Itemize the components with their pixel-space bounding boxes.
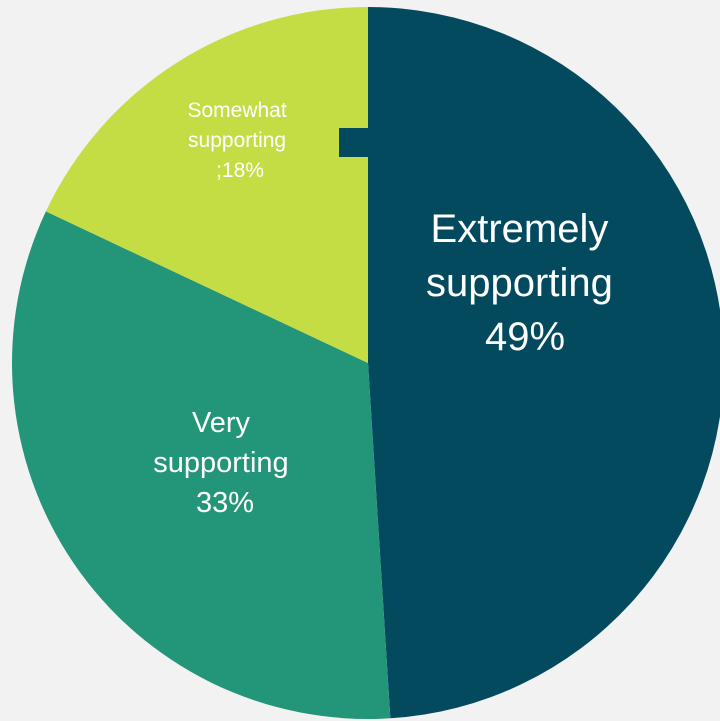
pie-slice-very-supporting [11, 211, 391, 719]
legend-key-extremely-supporting [339, 128, 368, 157]
data-label-line: Somewhat [187, 99, 286, 122]
data-label-line: supporting [153, 447, 288, 479]
data-label-line: supporting [188, 129, 286, 152]
data-label-line: ;18% [216, 159, 264, 182]
data-label-line: Very [192, 407, 251, 439]
data-label-line: Extremely [431, 207, 609, 251]
pie-slice-extremely-supporting [368, 7, 720, 719]
data-label-line: 33% [196, 487, 254, 519]
data-label-line: 49% [485, 315, 565, 359]
data-label-line: supporting [426, 261, 613, 305]
data-label-very-supporting: Very supporting 33% [153, 407, 297, 519]
data-label-extremely-supporting: Extremely supporting 49% [426, 207, 624, 359]
pie-slices [11, 7, 720, 719]
data-label-somewhat-supporting: Somewhat supporting ;18% [187, 99, 292, 182]
pie-slice-somewhat-supporting [45, 7, 369, 363]
